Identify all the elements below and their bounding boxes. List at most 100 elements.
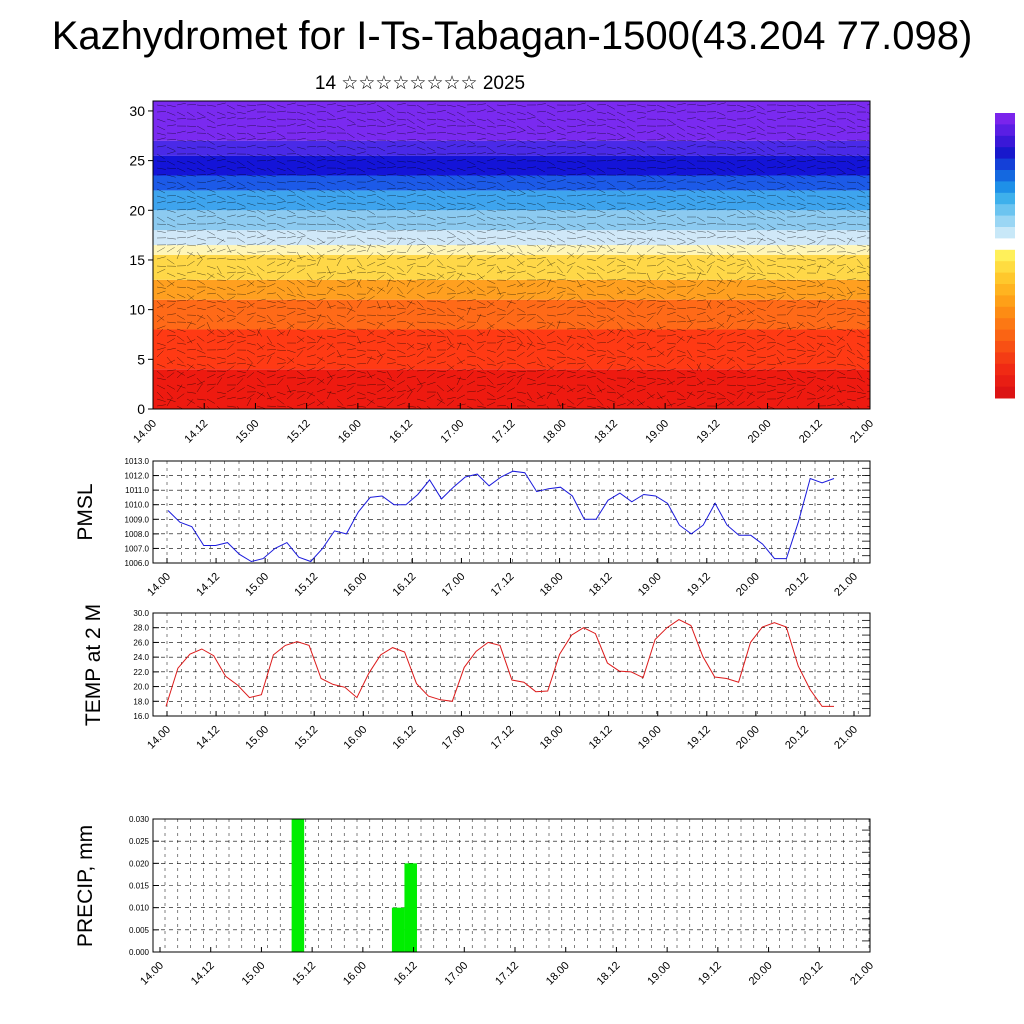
wind-barb [196,405,205,409]
wind-barb [706,279,716,282]
wind-barb [626,146,636,151]
wind-barb [806,202,816,206]
wind-barb [576,252,584,260]
wind-barb [636,257,642,267]
wind-barb [616,302,625,309]
wind-barb [166,139,176,141]
wind-barb [866,230,870,232]
wind-barb [826,188,836,190]
wind-barb [756,394,765,400]
wind-barb [626,125,635,132]
wind-barb [666,307,676,310]
wind-barb [276,118,286,121]
wind-barb [186,295,195,302]
wind-barb [476,370,486,374]
wind-barb [166,391,174,399]
wind-barb [266,305,276,309]
wind-barb [416,377,423,386]
wind-barb [296,166,306,169]
wind-barb [226,201,236,204]
wind-barb [246,384,256,389]
wind-barb [296,328,306,333]
wind-barb [236,328,244,336]
wind-barb [586,391,596,396]
wind-barb [466,306,471,316]
wind-barb [326,181,336,185]
wind-barb [516,314,526,316]
wind-barb [646,228,656,232]
wind-barb [356,167,366,173]
wind-barb [436,370,446,372]
wind-barb [336,109,346,113]
wind-barb [606,269,616,274]
wind-barb [216,116,226,120]
wind-barb [856,342,866,348]
wind-barb [486,132,496,136]
wind-barb [536,110,546,113]
wind-barb [546,391,553,400]
wind-barb [476,363,484,371]
wind-barb [676,237,686,242]
wind-barb [726,251,735,258]
wind-barb [686,375,696,379]
x-tick-label: 18.00 [538,724,566,752]
wind-barb [176,195,186,200]
wind-barb [306,379,315,386]
wind-barb [546,216,556,221]
wind-barb [266,118,276,122]
heatmap-band [153,101,870,141]
wind-barb [426,139,436,141]
wind-barb [216,248,226,253]
wind-barb [276,230,286,235]
wind-barb [296,350,304,358]
wind-barb [206,356,216,360]
wind-barb [766,323,775,330]
wind-barb [606,194,616,197]
wind-barb [636,363,644,371]
wind-barb [256,345,265,351]
wind-barb [306,139,316,141]
wind-barb [586,342,594,350]
wind-barb [516,188,525,194]
wind-barb [776,265,786,268]
wind-barb [676,223,686,227]
wind-barb [186,321,196,325]
wind-barb [586,174,596,180]
wind-barb [456,256,466,260]
wind-barb [856,181,865,187]
wind-barb [716,391,725,397]
wind-barb [696,118,706,122]
wind-barb [686,139,696,142]
wind-barb [566,188,576,192]
wind-barb [716,265,725,272]
wind-barb [346,132,355,139]
wind-barb [516,370,526,372]
temp-x-axis: 14.00 14.12 15.00 15.12 16.00 16.12 17.00 17.12… [145,711,860,752]
wind-barb [366,146,376,148]
wind-barb [736,356,745,362]
wind-barb [356,375,366,379]
wind-barb [556,349,565,356]
wind-barb [846,278,856,281]
wind-barb [686,265,696,271]
wind-barb [176,130,186,134]
wind-barb [636,202,646,207]
heatmap-band [153,230,870,246]
wind-barb [736,293,746,296]
wind-barb [626,139,636,142]
temp-grid [153,612,870,717]
wind-barb [326,200,336,204]
wind-barb [406,262,416,267]
wind-barb [516,118,526,121]
wind-barb [646,405,653,409]
wind-barb [536,303,546,309]
wind-barb [446,353,456,358]
wind-barb [726,398,734,406]
wind-barb [536,342,546,346]
wind-barb [346,394,356,400]
wind-barb [346,104,356,107]
wind-barb [516,130,526,134]
wind-barb [706,384,716,386]
wind-barb [416,132,426,135]
wind-barb [706,252,714,260]
